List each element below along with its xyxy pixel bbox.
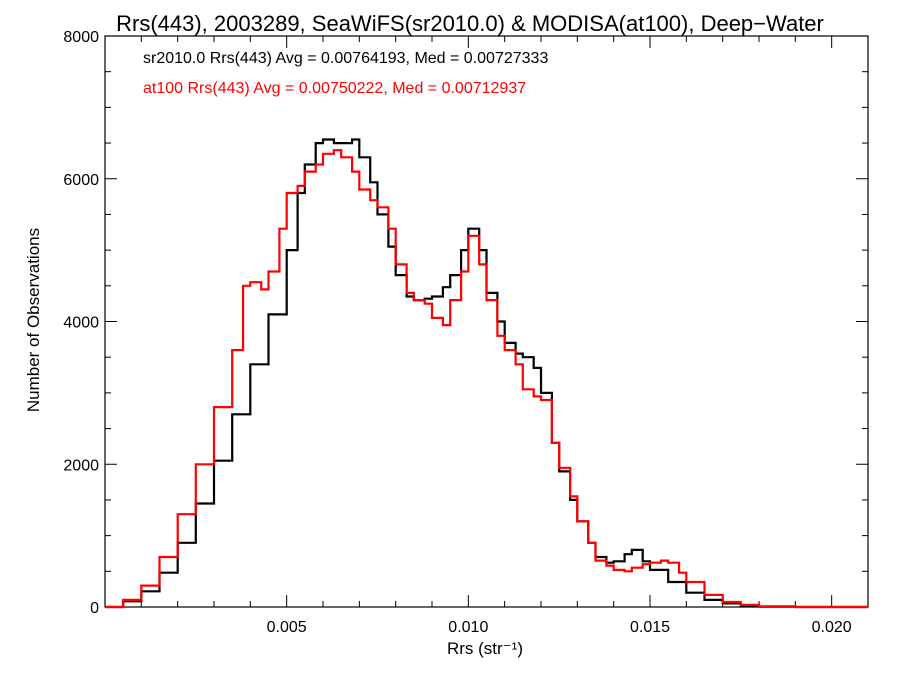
x-tick-label: 0.005	[267, 619, 307, 636]
y-axis-label: Number of Observations	[24, 228, 43, 412]
legend: sr2010.0 Rrs(443) Avg = 0.00764193, Med …	[143, 50, 548, 97]
legend-entry-2: at100 Rrs(443) Avg = 0.00750222, Med = 0…	[143, 80, 526, 97]
y-tick-label: 0	[90, 600, 99, 617]
y-tick-label: 2000	[63, 457, 99, 474]
plot-frame	[104, 35, 869, 608]
y-axis-ticks: 0 2000 4000 6000 8000	[63, 29, 868, 617]
series-line-2	[105, 149, 868, 609]
x-axis-ticks: 0.005 0.010 0.015 0.020	[140, 36, 852, 636]
chart-title: Rrs(443), 2003289, SeaWiFS(sr2010.0) & M…	[116, 11, 824, 36]
plot-area	[104, 35, 869, 608]
x-tick-label: 0.020	[812, 619, 852, 636]
legend-entry-1: sr2010.0 Rrs(443) Avg = 0.00764193, Med …	[143, 50, 548, 67]
y-tick-label: 8000	[63, 29, 99, 46]
series-group	[105, 138, 868, 609]
series-line-1	[105, 138, 868, 609]
y-tick-label: 6000	[63, 172, 99, 189]
x-tick-label: 0.010	[448, 619, 488, 636]
x-axis-label: Rrs (str⁻¹)	[447, 639, 523, 658]
x-tick-label: 0.015	[630, 619, 670, 636]
y-tick-label: 4000	[63, 315, 99, 332]
